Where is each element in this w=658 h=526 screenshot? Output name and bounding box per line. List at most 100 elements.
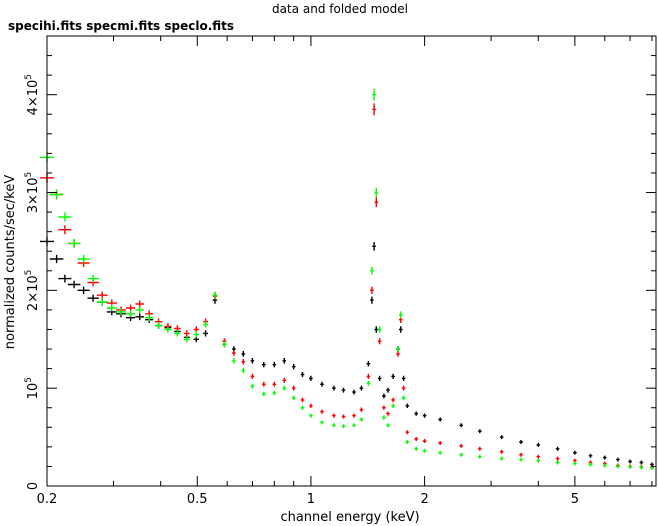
data-point: [291, 395, 296, 401]
data-point: [203, 321, 208, 328]
data-point: [332, 385, 336, 391]
x-tick-label: 5: [571, 492, 579, 507]
data-series: [40, 103, 654, 470]
data-point: [352, 389, 356, 395]
data-point: [135, 306, 144, 314]
x-tick-label: 0.5: [187, 492, 208, 507]
data-point: [203, 330, 208, 337]
data-point: [438, 450, 442, 455]
data-point: [391, 397, 395, 403]
data-point: [359, 407, 364, 412]
data-point: [372, 88, 376, 101]
data-point: [232, 350, 236, 356]
data-point: [499, 449, 504, 454]
data-point: [382, 405, 386, 410]
data-point: [374, 326, 379, 333]
data-point: [536, 454, 541, 459]
data-point: [58, 274, 72, 283]
data-point: [96, 298, 108, 306]
data-point: [183, 336, 190, 343]
data-point: [588, 462, 593, 467]
data-point: [555, 460, 560, 465]
data-point: [405, 403, 410, 408]
data-point: [106, 304, 117, 312]
data-point: [359, 385, 364, 391]
data-series: [40, 237, 654, 467]
data-point: [573, 461, 577, 466]
data-point: [58, 225, 72, 235]
data-point: [414, 411, 418, 416]
data-point: [262, 391, 266, 397]
data-point: [573, 450, 577, 455]
data-point: [588, 453, 593, 458]
plot-frame: [46, 35, 657, 487]
data-point: [77, 286, 90, 294]
data-point: [320, 381, 324, 387]
data-point: [459, 452, 463, 457]
data-point: [77, 254, 90, 264]
data-point: [250, 383, 255, 389]
data-point: [401, 395, 406, 401]
data-point: [377, 326, 382, 333]
data-point: [309, 403, 313, 408]
data-point: [291, 385, 296, 391]
y-axis-label: normalized counts/sec/keV: [3, 175, 18, 350]
data-point: [555, 456, 560, 461]
data-point: [232, 358, 236, 364]
axes-layer: 0 105 2×105 3×105 4×105 0.2 0.5 1 2 5: [24, 35, 657, 507]
data-point: [300, 405, 305, 410]
data-point: [639, 460, 644, 465]
y-tick-label: 2×105: [24, 270, 41, 311]
data-point: [616, 457, 620, 462]
data-point: [291, 363, 296, 370]
data-point: [422, 413, 427, 418]
data-point: [366, 361, 371, 367]
series-layer: [40, 88, 654, 470]
data-point: [332, 413, 336, 418]
data-point: [222, 341, 227, 348]
data-point: [212, 291, 218, 299]
x-tick-label: 2: [420, 492, 428, 507]
data-point: [438, 441, 442, 445]
y-tick-label: 4×105: [24, 74, 41, 115]
data-point: [370, 266, 374, 275]
data-point: [401, 385, 406, 391]
data-point: [422, 439, 427, 443]
data-point: [126, 310, 136, 318]
data-point: [359, 417, 364, 422]
data-point: [341, 414, 346, 419]
data-point: [154, 322, 163, 329]
data-point: [241, 359, 246, 365]
data-point: [603, 463, 607, 468]
data-point: [478, 454, 482, 459]
data-point: [250, 373, 255, 379]
data-point: [382, 415, 386, 420]
data-point: [478, 429, 482, 434]
data-point: [282, 358, 287, 364]
data-point: [320, 420, 324, 425]
data-point: [272, 390, 277, 396]
data-point: [183, 330, 190, 337]
data-point: [341, 387, 346, 393]
data-point: [399, 326, 403, 333]
data-point: [49, 254, 64, 264]
data-point: [135, 300, 144, 308]
data-point: [300, 397, 305, 403]
data-point: [391, 403, 395, 408]
data-point: [459, 423, 463, 428]
data-point: [628, 464, 632, 469]
data-point: [332, 423, 336, 428]
data-point: [164, 326, 172, 333]
data-point: [241, 351, 246, 357]
data-point: [352, 413, 356, 418]
data-point: [399, 311, 403, 319]
data-point: [87, 294, 99, 302]
data-point: [282, 385, 287, 391]
data-point: [555, 446, 560, 451]
data-point: [536, 458, 541, 463]
data-point: [405, 440, 410, 444]
data-point: [193, 331, 199, 338]
x-tick-label: 0.2: [37, 492, 58, 507]
data-point: [241, 367, 246, 374]
